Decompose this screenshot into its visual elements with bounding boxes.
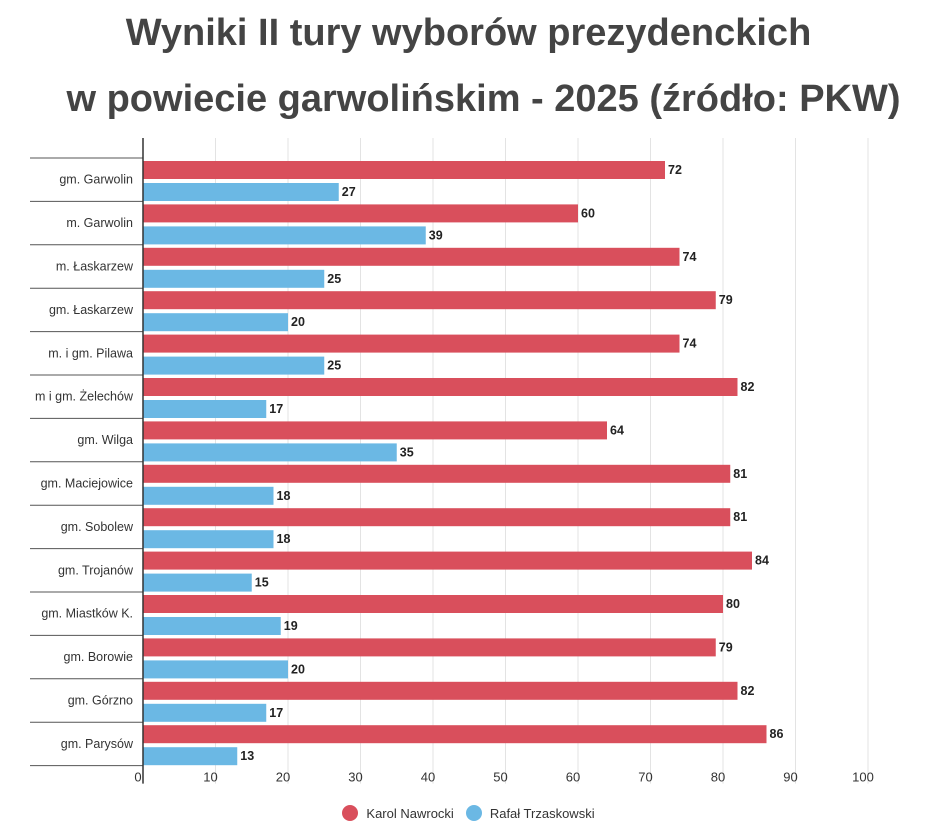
category-label: gm. Trojanów: [58, 563, 134, 577]
bar: [143, 269, 325, 288]
bar: [143, 291, 716, 310]
category-label: gm. Wilga: [77, 433, 133, 447]
bar: [143, 464, 731, 483]
legend-marker-icon: [342, 805, 359, 821]
legend-item-series-2[interactable]: Rafał Trzaskowski: [465, 805, 595, 821]
data-label: 35: [400, 445, 414, 459]
bar: [143, 638, 716, 657]
bar: [143, 486, 274, 505]
x-tick-label: 10: [203, 770, 217, 785]
data-label: 17: [269, 706, 283, 720]
x-tick-label: 100: [852, 770, 874, 785]
data-label: 74: [683, 250, 697, 264]
data-label: 82: [741, 684, 755, 698]
category-label: gm. Miastków K.: [41, 607, 133, 621]
title-line-1: Wyniki II tury wyborów prezydenckich: [125, 12, 812, 54]
data-label: 25: [327, 272, 341, 286]
category-label: gm. Parysów: [61, 737, 134, 751]
category-label: m. Łaskarzew: [56, 260, 134, 274]
data-label: 17: [269, 402, 283, 416]
data-label: 79: [719, 640, 733, 654]
title-line-2: w powiecie garwolińskim - 2025 (źródło: …: [66, 78, 901, 120]
data-label: 74: [683, 337, 697, 351]
data-label: 15: [255, 576, 269, 590]
legend-item-series-1[interactable]: Karol Nawrocki: [342, 805, 454, 821]
category-label: gm. Sobolew: [61, 520, 134, 534]
data-label: 79: [719, 293, 733, 307]
data-label: 13: [240, 749, 254, 763]
data-label: 20: [291, 662, 305, 676]
data-label: 86: [770, 727, 784, 741]
data-label: 81: [733, 510, 747, 524]
category-label: m. Garwolin: [66, 216, 133, 230]
bar: [143, 443, 397, 462]
data-label: 25: [327, 359, 341, 373]
x-tick-label: 70: [638, 770, 652, 785]
category-label: gm. Górzno: [68, 694, 133, 708]
category-label: gm. Maciejowice: [41, 477, 133, 491]
category-label: m. i gm. Pilawa: [48, 346, 133, 360]
bar: [143, 247, 680, 266]
x-tick-label: 0: [134, 770, 141, 785]
x-tick-label: 20: [276, 770, 290, 785]
bar: [143, 204, 578, 223]
bar: [143, 660, 288, 679]
x-tick-label: 30: [348, 770, 362, 785]
chart-title: Wyniki II tury wyborów prezydenckich w p…: [0, 0, 937, 132]
bar: [143, 530, 274, 549]
bar: [143, 595, 723, 613]
bar: [143, 725, 767, 744]
data-label: 80: [726, 597, 740, 611]
data-label: 20: [291, 315, 305, 329]
bar: [143, 551, 752, 570]
data-label: 19: [284, 619, 298, 633]
chart-legend: Karol Nawrocki Rafał Trzaskowski: [0, 805, 937, 821]
category-label: gm. Łaskarzew: [49, 303, 134, 317]
data-label: 84: [755, 554, 769, 568]
bar: [143, 617, 281, 635]
bar: [143, 334, 680, 353]
bar: [143, 573, 252, 592]
data-label: 82: [741, 380, 755, 394]
category-label: m i gm. Żelechów: [35, 390, 134, 404]
bar: [143, 226, 426, 245]
x-tick-label: 60: [566, 770, 580, 785]
category-label: gm. Garwolin: [59, 173, 133, 187]
data-label: 60: [581, 206, 595, 220]
x-tick-label: 40: [421, 770, 435, 785]
category-label: gm. Borowie: [64, 650, 134, 664]
bar: [143, 747, 238, 766]
x-tick-label: 80: [711, 770, 725, 785]
bar: [143, 703, 267, 722]
x-tick-label: 90: [783, 770, 797, 785]
data-label: 81: [733, 467, 747, 481]
bar: [143, 356, 325, 375]
bar: [143, 508, 731, 527]
data-label: 39: [429, 228, 443, 242]
bar: [143, 400, 267, 418]
x-tick-label: 50: [493, 770, 507, 785]
data-label: 27: [342, 185, 356, 199]
bar: [143, 183, 339, 201]
bar: [143, 378, 738, 396]
data-label: 18: [277, 532, 291, 546]
data-label: 64: [610, 423, 624, 437]
bar-chart: 0 10 20 30 40 50 60 70 80 90 100 gm. Garwolin 72 27 m.…: [30, 138, 874, 785]
data-label: 72: [668, 163, 682, 177]
legend-label: Karol Nawrocki: [366, 805, 454, 821]
bar: [143, 421, 607, 440]
bar: [143, 681, 738, 700]
data-label: 18: [277, 489, 291, 503]
bar: [143, 313, 288, 332]
legend-marker-icon: [465, 805, 482, 821]
bar: [143, 161, 665, 179]
legend-label: Rafał Trzaskowski: [489, 805, 595, 821]
